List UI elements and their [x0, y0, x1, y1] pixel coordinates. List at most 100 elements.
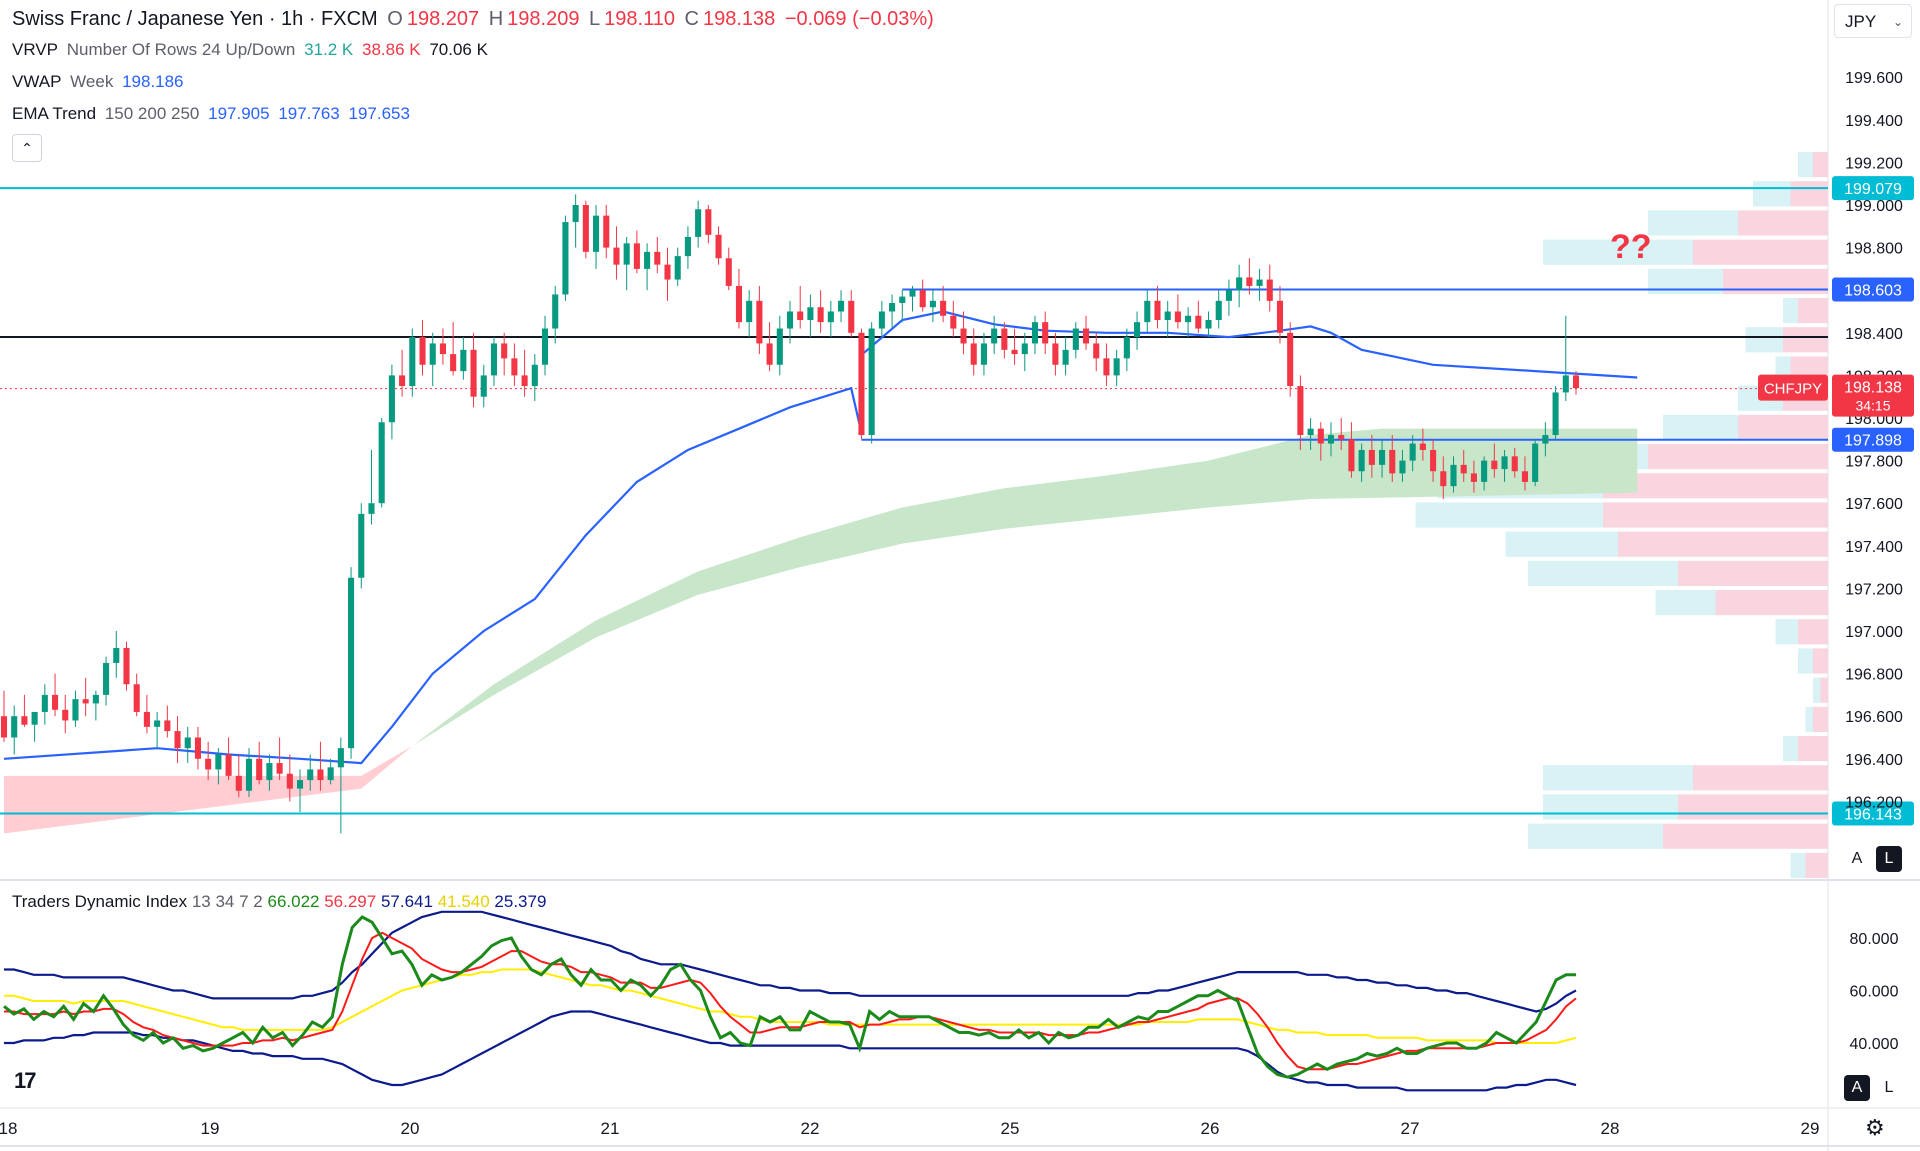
collapse-legend-button[interactable]: ⌃ [12, 134, 42, 162]
candle-body [715, 234, 722, 259]
candle-body [878, 311, 885, 329]
tradingview-logo[interactable]: 17 [14, 1068, 37, 1093]
price-tick-label: 197.000 [1845, 624, 1903, 641]
tdi-rsi-line [3, 915, 1576, 1079]
tdi-auto-scale-button[interactable]: A [1844, 1075, 1870, 1101]
candle-body [1052, 343, 1059, 365]
candle-body [388, 375, 395, 423]
volume-profile-down-bar [1678, 794, 1828, 820]
candle-body [154, 720, 161, 727]
vrvp-name: VRVP [12, 40, 58, 59]
volume-profile-up-bar [1543, 794, 1678, 820]
candle-body [654, 251, 661, 265]
candle-body [348, 577, 355, 749]
tdi-signal-line [4, 931, 1577, 1071]
candle-body [266, 763, 273, 781]
volume-profile-down-bar [1783, 327, 1828, 353]
volume-profile-up-bar [1663, 414, 1738, 440]
vrvp-legend[interactable]: VRVP Number Of Rows 24 Up/Down 31.2 K 38… [12, 40, 492, 60]
candle-body [786, 311, 794, 329]
tdi-log-scale-button[interactable]: L [1876, 1075, 1902, 1101]
ema-legend[interactable]: EMA Trend 150 200 250 197.905 197.763 19… [12, 104, 414, 124]
candle-body [735, 285, 743, 323]
volume-profile-up-bar [1528, 823, 1663, 849]
change-value: −0.069 (−0.03%) [784, 8, 934, 30]
candle-body [450, 354, 457, 372]
level-label-bg [1832, 427, 1914, 452]
auto-scale-button[interactable]: A [1844, 846, 1870, 872]
candle-body [1205, 320, 1212, 329]
price-tick-label: 197.600 [1845, 496, 1903, 513]
tdi-legend[interactable]: Traders Dynamic Index 13 34 7 2 66.022 5… [12, 892, 546, 912]
candle-body [1103, 358, 1110, 376]
candle-body [490, 343, 498, 376]
volume-profile-up-bar [1783, 298, 1798, 324]
candle-body [1572, 375, 1580, 389]
candle-body [1276, 300, 1284, 333]
price-tick-label: 199.600 [1845, 70, 1903, 87]
candle-body [174, 731, 181, 749]
price-tick-label: 199.000 [1845, 198, 1903, 215]
price-tick-label: 197.200 [1845, 581, 1903, 598]
candle-body [623, 243, 630, 265]
price-tick-label: 198.400 [1845, 326, 1903, 343]
volume-profile-down-bar [1648, 444, 1828, 470]
ema-params: 150 200 250 [104, 104, 200, 123]
gear-icon[interactable]: ⚙ [1865, 1115, 1885, 1140]
candle-body [1185, 315, 1192, 323]
candle-body [797, 311, 804, 321]
candle-body [245, 758, 253, 791]
candle-body [695, 209, 702, 237]
level-label: 197.898 [1844, 433, 1902, 450]
candle-body [1113, 358, 1120, 376]
volume-profile-down-bar [1738, 210, 1828, 236]
candle-body [1062, 349, 1069, 365]
candle-body [960, 328, 967, 344]
candle-body [103, 662, 110, 695]
candle-body [327, 767, 334, 781]
candle-body [164, 720, 171, 732]
candle-body [1297, 386, 1304, 436]
candle-body [970, 343, 977, 365]
volume-profile-up-bar [1648, 210, 1738, 236]
candle-body [235, 775, 242, 791]
candle-body [684, 236, 691, 257]
price-tick-label: 197.400 [1845, 539, 1903, 556]
candle-body [1399, 460, 1406, 474]
candle-body [439, 343, 446, 355]
candle-body [541, 328, 549, 365]
candle-body [603, 215, 610, 248]
tdi-value-2: 56.297 [324, 892, 377, 911]
candle-body [940, 300, 947, 316]
candle-body [1470, 473, 1477, 482]
candle-body [0, 716, 8, 738]
time-tick-label: 25 [1001, 1119, 1020, 1138]
volume-profile-up-bar [1528, 560, 1678, 586]
high-label: H [488, 8, 504, 30]
tdi-tick-label: 40.000 [1850, 1036, 1899, 1053]
tdi-params: 13 34 7 2 [191, 892, 263, 911]
candle-body [1348, 439, 1355, 472]
candle-body [358, 513, 365, 578]
volume-profile-down-bar [1693, 239, 1828, 265]
low-label: L [589, 8, 601, 30]
volume-profile-down-bar [1820, 677, 1828, 703]
candle-body [82, 699, 89, 704]
symbol-title: Swiss Franc / Japanese Yen · 1h · FXCM [12, 8, 378, 30]
candle-body [1093, 343, 1100, 359]
candle-body [1031, 322, 1039, 344]
candle-body [868, 328, 875, 436]
volume-profile-up-bar [1798, 152, 1813, 178]
vwap-name: VWAP [12, 72, 62, 91]
candle-body [1552, 392, 1559, 436]
candle-body [1562, 375, 1569, 393]
candle-body [950, 315, 957, 329]
candle-body [1430, 449, 1437, 472]
vwap-legend[interactable]: VWAP Week 198.186 [12, 72, 188, 92]
candle-body [1174, 311, 1181, 323]
log-scale-button[interactable]: L [1876, 846, 1902, 872]
currency-select[interactable]: JPY ⌄ [1834, 4, 1912, 38]
candle-body [521, 375, 528, 387]
volume-profile-down-bar [1790, 181, 1828, 207]
